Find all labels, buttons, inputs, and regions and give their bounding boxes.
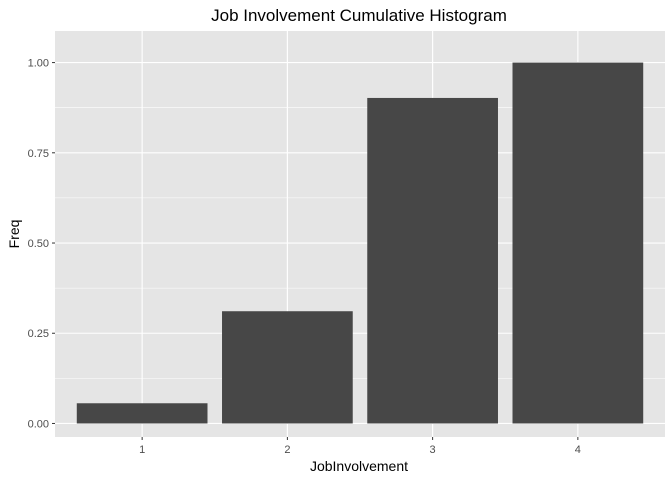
bar-1 <box>76 403 208 424</box>
y-tick-label: 1.00 <box>28 58 49 70</box>
bar-3 <box>367 97 498 424</box>
y-axis-title: Freq <box>6 220 22 249</box>
y-tick-label: 0.25 <box>28 328 49 340</box>
x-axis-title: JobInvolvement <box>310 458 408 474</box>
x-tick-label: 2 <box>284 444 290 456</box>
x-tick-label: 1 <box>139 444 145 456</box>
x-axis-ticks: 1 2 3 4 <box>139 437 581 456</box>
y-tick-label: 0.50 <box>28 238 49 250</box>
y-axis-ticks: 0.00 0.25 0.50 0.75 1.00 <box>28 58 55 430</box>
x-tick-label: 4 <box>575 444 581 456</box>
y-tick-label: 0.00 <box>28 418 49 430</box>
bar-4 <box>512 62 644 424</box>
bar-2 <box>222 311 353 424</box>
bars <box>76 62 644 424</box>
x-tick-label: 3 <box>430 444 436 456</box>
y-tick-label: 0.75 <box>28 148 49 160</box>
chart-title: Job Involvement Cumulative Histogram <box>211 6 507 25</box>
